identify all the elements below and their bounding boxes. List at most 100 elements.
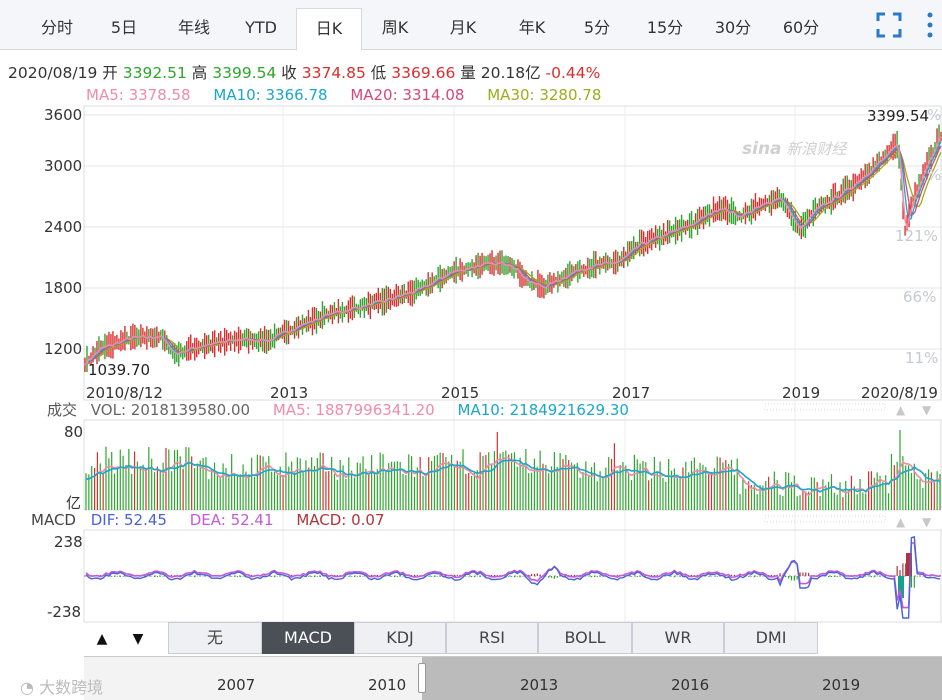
volume-ma10-line [85, 459, 941, 493]
dea-line [85, 541, 941, 609]
volume-pane-border [83, 419, 942, 511]
price-tick: 3600 [44, 106, 83, 124]
price-tick: 1200 [44, 340, 83, 358]
x-tick: 2017 [612, 384, 651, 402]
percent-tick: % [927, 166, 942, 184]
x-tick: 2010/8/12 [86, 384, 163, 402]
high-value: 3399.54 [212, 64, 277, 82]
tab-weekly-k[interactable]: 周K [381, 18, 409, 37]
high-label: 高 [191, 64, 208, 82]
navigator-year: 2016 [671, 676, 710, 694]
indicator-none[interactable]: 无 [168, 622, 262, 654]
volume-axis-unit: 亿 [66, 494, 82, 512]
volume-value-legend: VOL: 2018139580.00 [90, 401, 251, 419]
indicator-rsi[interactable]: RSI [446, 622, 538, 654]
ma30-legend: MA30: 3280.78 [487, 86, 602, 104]
volume-title: 成交 [47, 401, 78, 419]
tab-ytd[interactable]: YTD [245, 18, 277, 37]
macd-legend: MACD DIF: 52.45 DEA: 52.41 MACD: 0.07 [31, 511, 403, 529]
ma10-legend: MA10: 3366.78 [213, 86, 328, 104]
tab-intraday[interactable]: 分时 [40, 18, 73, 37]
x-tick: 2013 [270, 384, 309, 402]
indicator-wr[interactable]: WR [632, 622, 724, 654]
macd-axis-top: 238 [54, 533, 83, 551]
macd-value-legend: MACD: 0.07 [296, 511, 385, 529]
macd-title: MACD [31, 511, 76, 529]
time-navigator[interactable] [84, 656, 942, 700]
indicator-macd[interactable]: MACD [262, 622, 354, 654]
ma30-line [84, 150, 942, 366]
tab-5day[interactable]: 5日 [110, 18, 138, 37]
drag-handle-dots [764, 515, 886, 523]
x-tick: 2015 [441, 384, 480, 402]
price-grid: ▲ ▼ ▲ ▼ [83, 105, 942, 626]
indicator-kdj[interactable]: KDJ [354, 622, 446, 654]
tab-5min[interactable]: 5分 [583, 18, 611, 37]
brand-watermark: ◔ 大数跨境 [20, 678, 104, 697]
close-value: 3374.85 [301, 64, 366, 82]
ma20-line [84, 145, 942, 366]
ma5-line [84, 136, 942, 366]
ma20-legend: MA20: 3314.08 [350, 86, 465, 104]
volume-value: 20.18亿 [480, 64, 541, 82]
more-options-icon[interactable] [924, 12, 936, 38]
indicator-next-button[interactable]: ▼ [132, 631, 144, 647]
tab-30min[interactable]: 30分 [714, 18, 752, 37]
navigator-year: 2013 [520, 676, 559, 694]
dif-legend: DIF: 52.45 [90, 511, 167, 529]
macd-indicator [84, 535, 942, 619]
pane-up-icon: ▲ [896, 515, 906, 529]
percent-tick: 121% [895, 227, 938, 245]
tab-year-line[interactable]: 年线 [177, 18, 210, 37]
percent-tick: % [927, 106, 942, 124]
open-label: 开 [102, 64, 118, 82]
x-tick: 2020/8/19 [861, 384, 938, 402]
macd-histogram-bar [898, 576, 904, 598]
sina-watermark: sina 新浪财经 [742, 139, 847, 159]
macd-pane-border [83, 529, 942, 623]
price-tick: 1800 [44, 279, 83, 297]
fullscreen-icon[interactable] [876, 12, 902, 38]
max-price-label: 3399.54 [867, 107, 930, 125]
close-label: 收 [281, 64, 297, 82]
tab-15min[interactable]: 15分 [646, 18, 684, 37]
ma-legend: MA5: 3378.58 MA10: 3366.78 MA20: 3314.08… [86, 86, 619, 104]
quote-date: 2020/08/19 [8, 64, 98, 82]
open-value: 3392.51 [122, 64, 187, 82]
volume-axis-top: 80 [64, 423, 84, 441]
macd-histogram-bar [906, 553, 912, 576]
navigator-year: 2007 [217, 676, 256, 694]
indicator-boll[interactable]: BOLL [538, 622, 632, 654]
volume-label: 量 [460, 64, 476, 82]
min-price-label: 1039.70 [88, 361, 151, 379]
volume-ma5-line [85, 456, 941, 497]
volume-ma10-legend: MA10: 2184921629.30 [457, 401, 629, 419]
macd-axis-bottom: -238 [47, 603, 82, 621]
navigator-selection[interactable] [422, 657, 942, 700]
ma10-line [84, 140, 942, 366]
low-label: 低 [370, 64, 387, 82]
tab-yearly-k[interactable]: 年K [518, 18, 546, 37]
price-tick: 3000 [44, 157, 83, 175]
price-tick: 2400 [44, 218, 83, 236]
navigator-left-handle[interactable] [418, 663, 426, 693]
pane-down-icon: ▼ [922, 403, 932, 417]
change-percent: -0.44% [545, 64, 601, 82]
tab-monthly-k[interactable]: 月K [449, 18, 477, 37]
tab-daily-k[interactable]: 日K [296, 8, 362, 51]
dif-line [85, 535, 941, 619]
tab-60min[interactable]: 60分 [782, 18, 820, 37]
x-tick: 2019 [782, 384, 821, 402]
indicator-dmi[interactable]: DMI [724, 622, 818, 654]
dea-legend: DEA: 52.41 [189, 511, 274, 529]
pane-down-icon: ▼ [922, 515, 932, 529]
period-tab-bar: 分时 5日 年线 YTD 日K 周K 月K 年K 5分 15分 30分 60分 [0, 0, 942, 51]
ohlc-summary: 2020/08/19 开 3392.51 高 3399.54 收 3374.85… [8, 61, 600, 83]
navigator-year: 2010 [368, 676, 407, 694]
volume-ma-lines [85, 456, 941, 497]
indicator-prev-button[interactable]: ▲ [96, 631, 108, 647]
volume-ma5-legend: MA5: 1887996341.20 [272, 401, 435, 419]
volume-bars [85, 430, 941, 510]
navigator-year: 2019 [822, 676, 861, 694]
